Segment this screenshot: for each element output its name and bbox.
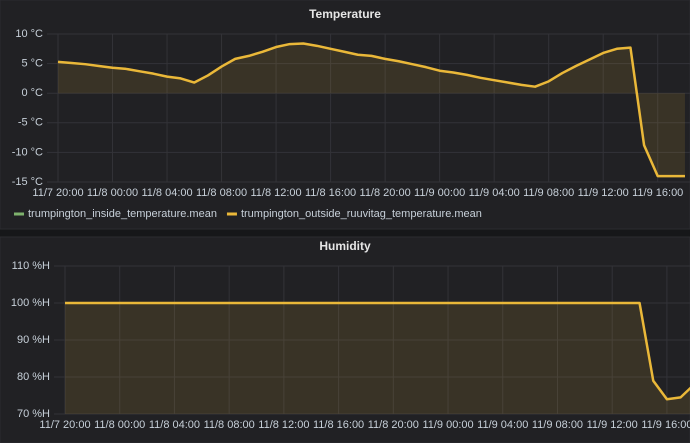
- panel: [0, 0, 690, 230]
- x-tick-label: 11/9 08:00: [523, 187, 574, 199]
- y-tick-label: 90 %H: [17, 334, 50, 346]
- x-tick-label: 11/9 04:00: [469, 187, 520, 199]
- panel-title: Humidity: [319, 239, 371, 253]
- x-tick-label: 11/9 16:00: [632, 187, 683, 199]
- y-tick-label: 5 °C: [21, 58, 43, 70]
- x-tick-label: 11/7 20:00: [39, 419, 90, 431]
- x-tick-label: 11/9 08:00: [532, 419, 583, 431]
- x-tick-label: 11/8 12:00: [250, 187, 301, 199]
- x-tick-label: 11/9 00:00: [414, 187, 465, 199]
- y-tick-label: -15 °C: [12, 176, 43, 188]
- x-tick-label: 11/9 16:00: [641, 419, 690, 431]
- x-tick-label: 11/8 08:00: [196, 187, 247, 199]
- y-tick-label: -10 °C: [12, 146, 43, 158]
- x-tick-label: 11/8 00:00: [94, 419, 145, 431]
- x-tick-label: 11/8 16:00: [313, 419, 364, 431]
- y-tick-label: -5 °C: [18, 117, 43, 129]
- area: [65, 303, 690, 414]
- x-tick-label: 11/9 12:00: [587, 419, 638, 431]
- x-tick-label: 11/8 00:00: [87, 187, 138, 199]
- y-tick-label: 110 %H: [12, 260, 50, 272]
- x-tick-label: 11/8 12:00: [258, 419, 309, 431]
- x-tick-label: 11/7 20:00: [32, 187, 83, 199]
- area: [58, 43, 685, 177]
- legend-label: trumpington_inside_temperature.mean: [28, 208, 217, 220]
- x-tick-label: 11/8 20:00: [368, 419, 419, 431]
- x-tick-label: 11/8 04:00: [141, 187, 192, 199]
- x-tick-label: 11/9 00:00: [422, 419, 473, 431]
- y-tick-label: 100 %H: [11, 297, 50, 309]
- legend-label: trumpington_outside_ruuvitag_temperature…: [241, 208, 482, 220]
- x-tick-label: 11/8 04:00: [149, 419, 200, 431]
- x-tick-label: 11/8 08:00: [204, 419, 255, 431]
- y-tick-label: 70 %H: [17, 408, 50, 420]
- y-tick-label: 10 °C: [15, 28, 43, 40]
- x-tick-label: 11/8 20:00: [360, 187, 411, 199]
- series-line: [57, 42, 685, 178]
- series-line: [65, 301, 690, 401]
- y-tick-label: 80 %H: [17, 371, 50, 383]
- panel-title: Temperature: [309, 7, 381, 21]
- x-tick-label: 11/9 12:00: [578, 187, 629, 199]
- x-tick-label: 11/9 04:00: [477, 419, 528, 431]
- y-tick-label: 0 °C: [21, 87, 43, 99]
- x-tick-label: 11/8 16:00: [305, 187, 356, 199]
